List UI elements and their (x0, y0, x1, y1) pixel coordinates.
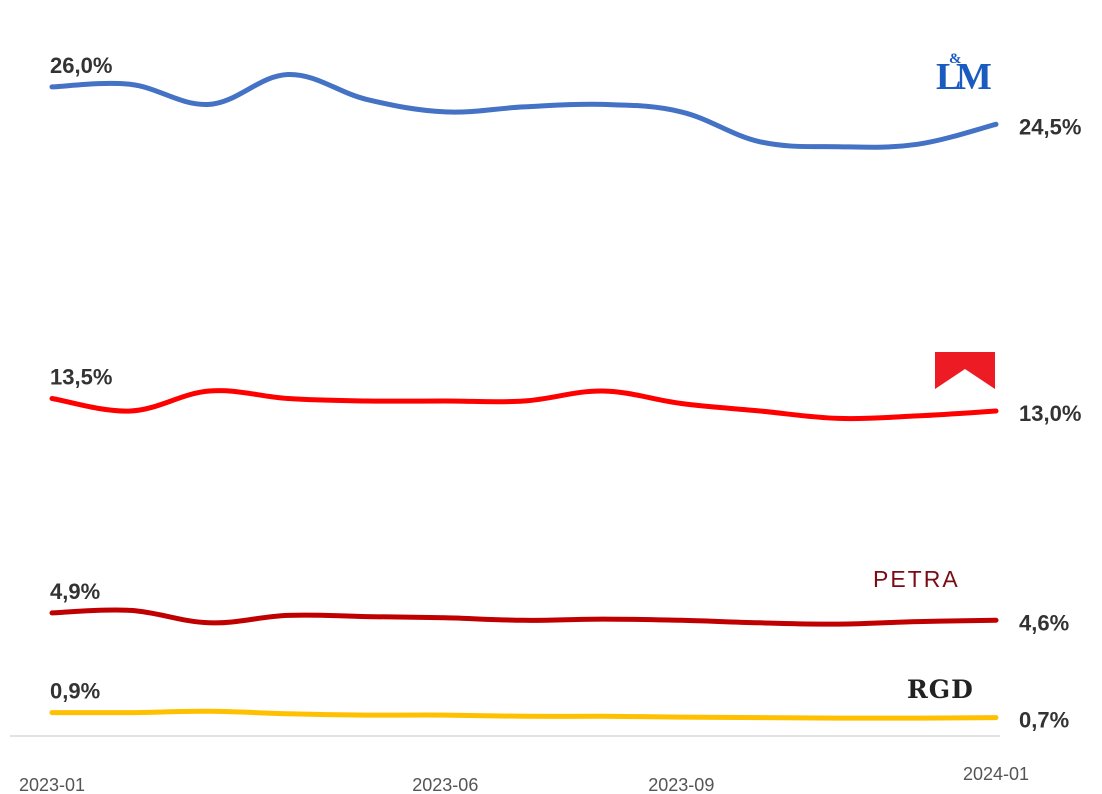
x-tick-layer: 2023-01 2023-06 2023-09 2024-01 (19, 764, 1029, 794)
series-line-lm (49, 71, 999, 150)
series-line-rgd (49, 708, 999, 721)
lm-logo-L: L (936, 56, 961, 98)
start-value-label-lm: 26,0% (50, 53, 112, 78)
series-line-red (49, 388, 999, 422)
series-line-petra (49, 607, 999, 627)
end-value-label-lm: 24,5% (1019, 114, 1081, 139)
end-value-label-rgd: 0,7% (1019, 708, 1069, 733)
label-layer: 26,0% 24,5% 13,5% 13,0% 4,9% 4,6% 0,9% 0,7% (50, 53, 1081, 733)
end-value-label-red: 13,0% (1019, 401, 1081, 426)
x-tick-label: 2024-01 (963, 764, 1029, 784)
x-tick-label: 2023-01 (19, 775, 85, 794)
rgd-logo: RGD (907, 675, 974, 704)
lm-logo-ampersand: & (949, 51, 962, 67)
series-layer (49, 71, 999, 721)
x-tick-label: 2023-06 (412, 775, 478, 794)
roof-logo (935, 352, 995, 389)
petra-logo: PETRA (873, 566, 960, 592)
end-value-label-petra: 4,6% (1019, 610, 1069, 635)
roof-logo-shape (935, 352, 995, 389)
start-value-label-petra: 4,9% (50, 579, 100, 604)
lm-logo: L & M (936, 51, 992, 98)
x-tick-label: 2023-09 (648, 775, 714, 794)
lm-logo-M: M (956, 56, 992, 98)
start-value-label-rgd: 0,9% (50, 679, 100, 704)
start-value-label-red: 13,5% (50, 365, 112, 390)
